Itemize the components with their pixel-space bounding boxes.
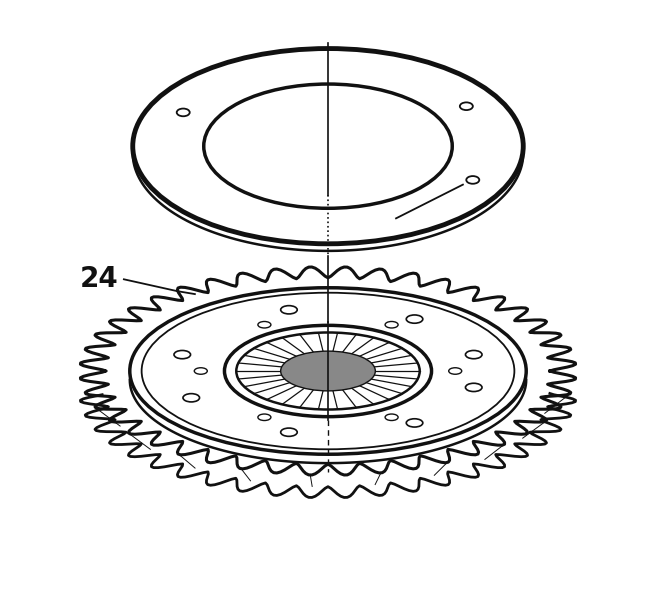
Ellipse shape <box>466 350 482 359</box>
Ellipse shape <box>258 322 271 328</box>
Ellipse shape <box>460 103 473 110</box>
Ellipse shape <box>281 351 375 391</box>
Ellipse shape <box>466 383 482 392</box>
Ellipse shape <box>281 428 297 436</box>
Ellipse shape <box>385 414 398 421</box>
Ellipse shape <box>258 414 271 421</box>
Ellipse shape <box>449 368 462 374</box>
Ellipse shape <box>176 109 190 116</box>
Ellipse shape <box>281 305 297 314</box>
Ellipse shape <box>174 350 190 359</box>
Ellipse shape <box>466 176 480 184</box>
Ellipse shape <box>133 49 523 244</box>
Text: 18: 18 <box>464 170 502 199</box>
Ellipse shape <box>406 315 423 323</box>
Ellipse shape <box>79 266 577 475</box>
Ellipse shape <box>130 288 526 454</box>
Ellipse shape <box>204 84 452 208</box>
Ellipse shape <box>406 419 423 427</box>
Ellipse shape <box>194 368 207 374</box>
Text: 24: 24 <box>79 265 118 293</box>
Ellipse shape <box>183 394 199 402</box>
Ellipse shape <box>385 322 398 328</box>
Ellipse shape <box>224 325 432 416</box>
